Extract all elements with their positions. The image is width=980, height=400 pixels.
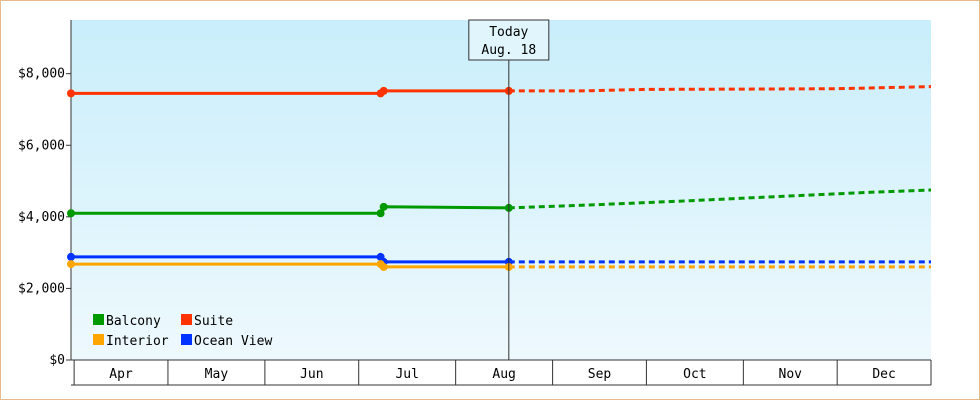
x-tick-label-dec: Dec (872, 367, 895, 382)
data-point-balcony (67, 209, 75, 218)
data-point-interior (67, 260, 75, 269)
data-point-suite (379, 86, 388, 95)
y-tick-label: $4,000 (18, 210, 65, 225)
legend-label-balcony: Balcony (106, 314, 161, 329)
data-point-interior (379, 262, 388, 271)
data-point-balcony (379, 202, 388, 211)
x-tick-label-apr: Apr (109, 367, 133, 382)
series-projection-balcony (508, 188, 932, 210)
data-point-ocean-view (67, 252, 75, 261)
legend-swatch-interior (93, 334, 104, 345)
today-date-label: Aug. 18 (481, 43, 536, 58)
legend-label-ocean-view: Ocean View (194, 334, 272, 349)
data-point-balcony (376, 209, 385, 218)
plot-background (71, 20, 931, 360)
legend-swatch-ocean-view (181, 334, 192, 345)
series-projection-suite (508, 85, 932, 93)
today-box (468, 19, 550, 61)
x-tick-label-jul: Jul (395, 367, 418, 382)
legend-label-interior: Interior (106, 334, 169, 349)
today-label: Today (489, 25, 528, 40)
x-tick-label-jun: Jun (300, 367, 323, 382)
legend-swatch-balcony (93, 314, 104, 325)
legend-label-suite: Suite (194, 314, 233, 329)
legend-swatch-suite (181, 314, 192, 325)
x-tick-label-aug: Aug (492, 367, 515, 382)
y-tick-label: $0 (49, 353, 65, 368)
x-tick-label-may: May (205, 367, 229, 382)
x-tick-label-oct: Oct (683, 367, 706, 382)
y-tick-label: $8,000 (18, 67, 65, 82)
y-tick-label: $6,000 (18, 138, 65, 153)
x-tick-label-nov: Nov (779, 367, 803, 382)
data-point-suite (67, 89, 75, 98)
x-tick-label-sep: Sep (588, 367, 612, 382)
y-tick-label: $2,000 (18, 281, 65, 296)
